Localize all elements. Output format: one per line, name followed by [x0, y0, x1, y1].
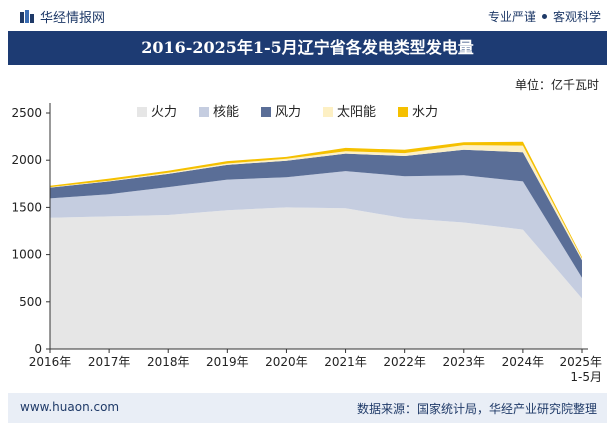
legend-label-3: 太阳能 — [337, 105, 376, 120]
footer-source: 数据来源：国家统计局，华经产业研究院整理 — [356, 402, 597, 416]
tagline-left: 专业严谨 — [487, 10, 536, 24]
top-header: 华经情报网 专业严谨 客观科学 — [0, 0, 615, 30]
x-tick-label: 2020年 — [265, 355, 308, 369]
y-tick-label: 1000 — [11, 248, 42, 262]
legend-swatch-0 — [137, 107, 147, 117]
y-tick-label: 0 — [34, 342, 42, 356]
footer-bar: www.huaon.com 数据来源：国家统计局，华经产业研究院整理 — [8, 393, 607, 423]
footer-site[interactable]: www.huaon.com — [20, 400, 120, 414]
legend-swatch-3 — [323, 107, 333, 117]
x-tick-label: 2022年 — [383, 355, 426, 369]
y-tick-label: 2500 — [11, 106, 42, 120]
tagline-right: 客观科学 — [552, 10, 601, 24]
brand[interactable]: 华经情报网 — [20, 7, 105, 26]
legend-label-1: 核能 — [213, 105, 239, 120]
x-tick-label: 1-5月 — [570, 370, 602, 384]
brand-logo-icon — [20, 9, 34, 23]
y-tick-label: 500 — [19, 295, 42, 309]
legend-label-0: 火力 — [151, 105, 177, 120]
legend-label-4: 水力 — [412, 105, 438, 120]
x-tick-label: 2018年 — [147, 355, 190, 369]
x-tick-label: 2017年 — [88, 355, 131, 369]
y-tick-label: 1500 — [11, 200, 42, 214]
y-tick-label: 2000 — [11, 153, 42, 167]
bullet-dot-icon — [541, 14, 547, 19]
area-series-0 — [50, 207, 582, 349]
area-series-1 — [50, 171, 582, 299]
area-series-4 — [50, 141, 582, 259]
chart-title: 2016-2025年1-5月辽宁省各发电类型发电量 — [141, 38, 474, 57]
x-tick-label: 2024年 — [502, 355, 545, 369]
x-tick-label: 2016年 — [29, 355, 72, 369]
x-tick-label: 2019年 — [206, 355, 249, 369]
brand-name: 华经情报网 — [40, 11, 106, 26]
area-series-2 — [50, 149, 582, 278]
unit-label: 单位：亿千瓦时 — [514, 78, 599, 92]
x-tick-label: 2021年 — [324, 355, 367, 369]
x-tick-label: 2025年 — [559, 355, 602, 369]
tagline: 专业严谨 客观科学 — [488, 8, 601, 25]
legend-swatch-1 — [199, 107, 209, 117]
x-tick-label: 2023年 — [443, 355, 486, 369]
title-bar: 2016-2025年1-5月辽宁省各发电类型发电量 — [8, 31, 607, 65]
legend-swatch-2 — [261, 107, 271, 117]
legend-label-2: 风力 — [275, 105, 301, 120]
legend-swatch-4 — [398, 107, 408, 117]
